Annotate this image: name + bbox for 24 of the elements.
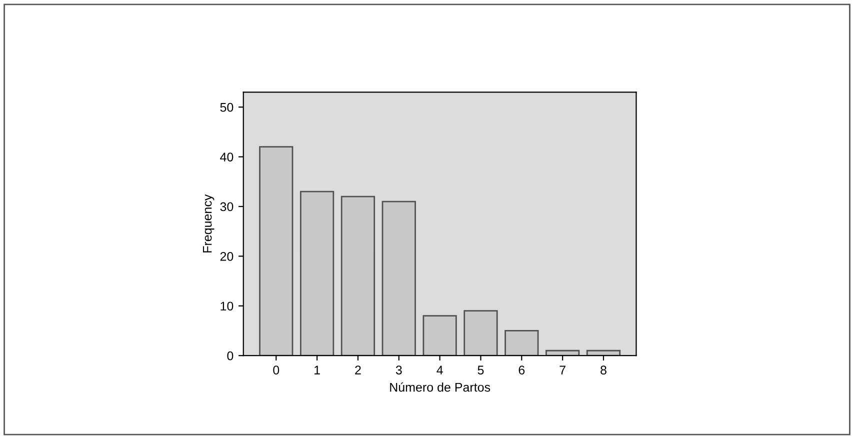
bar <box>504 330 539 356</box>
x-tick-label: 3 <box>396 366 402 374</box>
x-tick-label: 8 <box>600 366 606 374</box>
x-tick-label: 1 <box>314 366 320 374</box>
x-tick-label: 7 <box>560 366 566 374</box>
bar <box>422 315 457 356</box>
y-tick-label: 40 <box>220 152 234 162</box>
bar <box>259 146 294 356</box>
x-tick-label: 5 <box>478 366 484 374</box>
bar <box>464 310 498 356</box>
y-tick-label: 20 <box>220 252 234 261</box>
x-tick-label: 4 <box>436 366 443 374</box>
x-tick-label: 2 <box>355 366 361 374</box>
y-tick-label: 50 <box>220 102 234 112</box>
bar <box>340 196 376 356</box>
bar <box>300 190 334 356</box>
x-tick-label: 6 <box>518 366 525 374</box>
x-tick-label: 0 <box>273 366 280 374</box>
bar <box>382 200 416 356</box>
y-axis-title: Frequency <box>203 194 214 252</box>
y-tick-label: 10 <box>220 302 234 311</box>
y-tick-label: 0 <box>227 351 234 360</box>
x-axis-title: Número de Partos <box>390 382 490 392</box>
y-tick-label: 30 <box>220 202 234 212</box>
